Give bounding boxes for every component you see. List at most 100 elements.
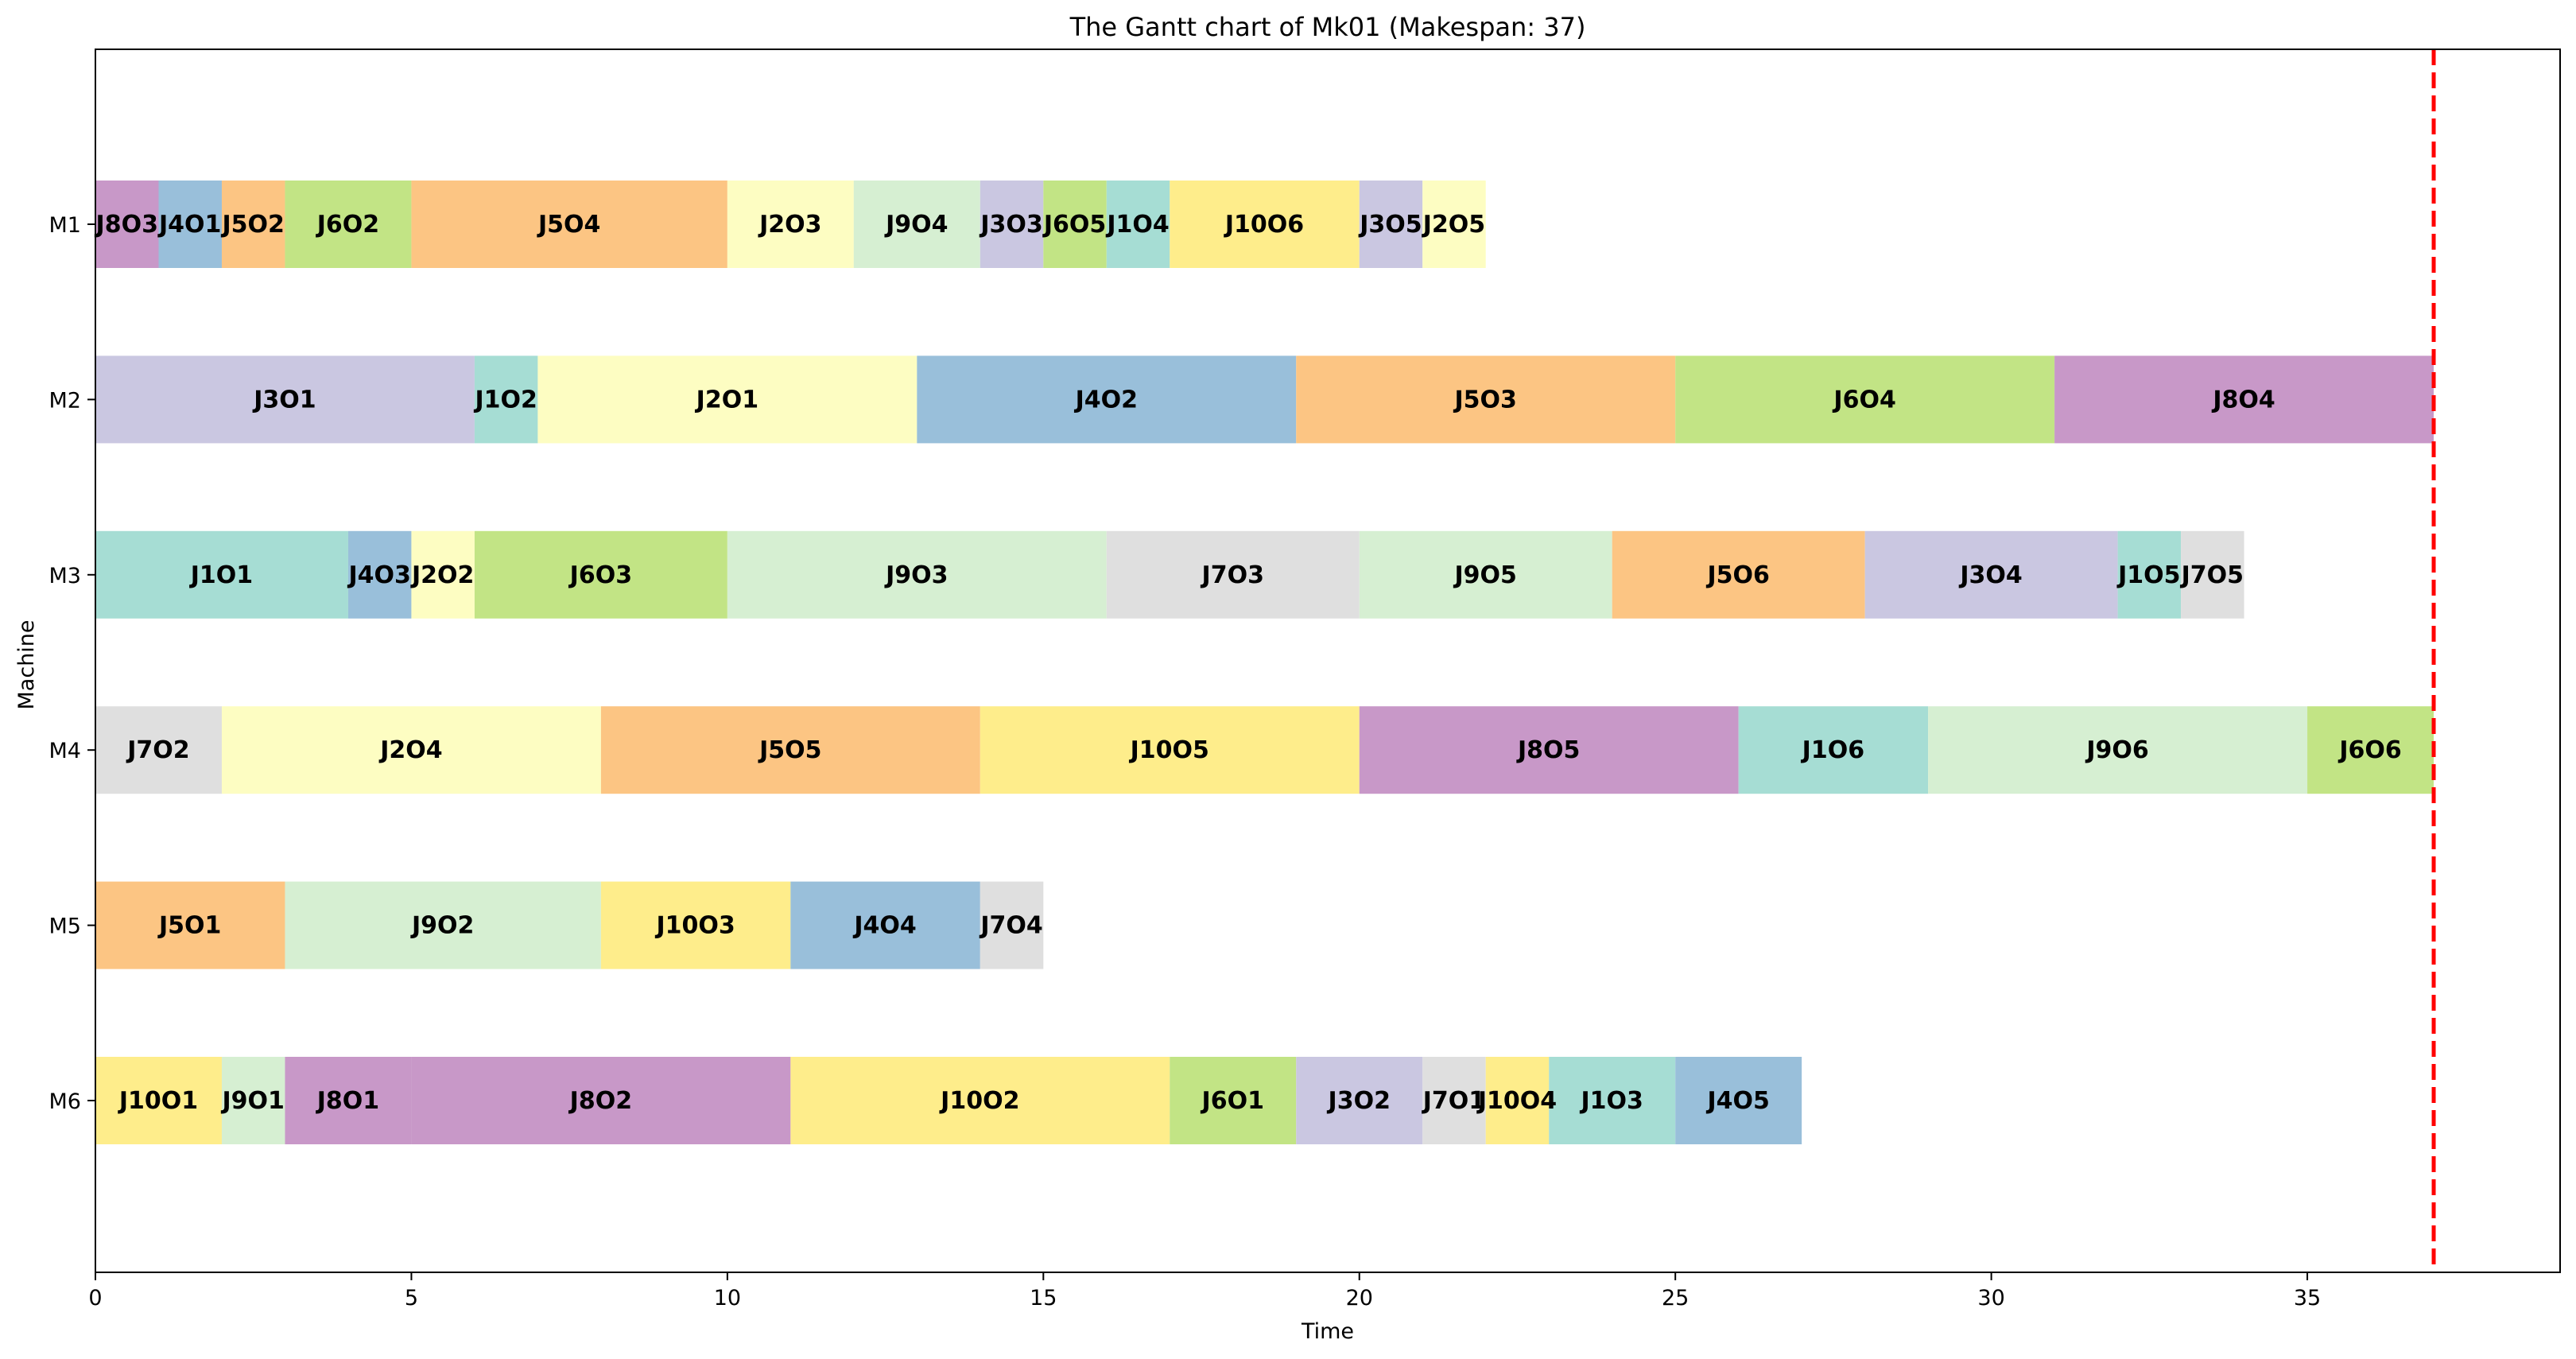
gantt-bar-label: J2O4 <box>378 736 442 764</box>
gantt-bar-m6-j10o2 <box>790 1057 1170 1144</box>
gantt-bar-label: J2O2 <box>410 561 474 589</box>
gantt-bar-m6-j1o3 <box>1549 1057 1676 1144</box>
x-tick-label: 0 <box>88 1286 102 1310</box>
gantt-bar-m3-j1o1 <box>95 530 348 619</box>
gantt-bar-m6-j9o1 <box>221 1057 285 1144</box>
gantt-bar-m3-j3o4 <box>1864 530 2118 619</box>
gantt-bar-label: J8O3 <box>95 211 158 239</box>
gantt-bar-label: J9O3 <box>884 561 948 589</box>
gantt-bar-m4-j2o4 <box>221 706 601 794</box>
gantt-bar-label: J5O2 <box>221 211 285 239</box>
gantt-bar-label: J9O4 <box>884 211 948 239</box>
gantt-bar-m5-j7o4 <box>980 881 1044 969</box>
gantt-bar-m1-j6o5 <box>1043 181 1107 268</box>
x-tick-label: 20 <box>1346 1286 1373 1310</box>
y-tick-label-m2: M2 <box>49 388 81 413</box>
gantt-bar-m1-j8o3 <box>95 181 159 268</box>
gantt-bar-m1-j10o6 <box>1170 181 1360 268</box>
gantt-bar-m3-j9o3 <box>727 530 1107 619</box>
gantt-bar-m3-j2o2 <box>411 530 475 619</box>
gantt-bar-label: J8O1 <box>316 1087 379 1115</box>
gantt-bar-label: J9O1 <box>221 1087 285 1115</box>
gantt-bar-label: J1O5 <box>2116 561 2180 589</box>
gantt-bar-label: J3O5 <box>1358 211 1422 239</box>
chart-title: The Gantt chart of Mk01 (Makespan: 37) <box>1069 12 1586 42</box>
gantt-bar-m1-j2o3 <box>727 181 854 268</box>
gantt-bar-label: J6O1 <box>1201 1087 1264 1115</box>
gantt-bar-m5-j9o2 <box>285 881 601 969</box>
bars-layer <box>95 181 2434 1144</box>
x-tick-label: 30 <box>1977 1286 2004 1310</box>
gantt-bar-m1-j1o4 <box>1106 181 1170 268</box>
gantt-bar-m4-j1o6 <box>1738 706 1929 794</box>
gantt-bar-m4-j9o6 <box>1928 706 2308 794</box>
gantt-bar-label: J6O4 <box>1832 386 1895 414</box>
gantt-bar-label: J6O2 <box>316 211 379 239</box>
gantt-bar-m6-j8o2 <box>411 1057 791 1144</box>
gantt-bar-label: J7O5 <box>2180 561 2244 589</box>
gantt-bar-label: J7O1 <box>1422 1087 1485 1115</box>
gantt-bar-label: J6O5 <box>1042 211 1106 239</box>
gantt-bar-m1-j6o2 <box>285 181 412 268</box>
gantt-bar-label: J10O3 <box>654 912 735 940</box>
gantt-bar-label: J1O2 <box>473 386 537 414</box>
gantt-bar-label: J6O6 <box>2337 736 2401 764</box>
x-axis: 0 5 10 15 20 25 30 35 <box>88 1272 2321 1310</box>
y-tick-label-m1: M1 <box>49 213 81 238</box>
gantt-bar-m2-j4o2 <box>917 355 1297 444</box>
gantt-bar-m5-j10o3 <box>600 881 791 969</box>
x-tick-label: 15 <box>1030 1286 1057 1310</box>
gantt-bar-label: J5O1 <box>157 912 221 940</box>
gantt-bar-label: J3O1 <box>252 386 316 414</box>
gantt-bar-m1-j5o4 <box>411 181 727 268</box>
gantt-bar-m3-j5o6 <box>1612 530 1865 619</box>
gantt-bar-label: J3O4 <box>1958 561 2022 589</box>
plot-frame <box>95 49 2561 1273</box>
gantt-bar-m3-j6o3 <box>474 530 727 619</box>
gantt-bar-m1-j9o4 <box>853 181 980 268</box>
gantt-bar-m2-j1o2 <box>474 355 538 444</box>
gantt-bar-label: J4O4 <box>852 912 916 940</box>
gantt-bar-m5-j4o4 <box>790 881 980 969</box>
gantt-bar-m1-j4o1 <box>158 181 222 268</box>
gantt-bar-label: J6O3 <box>568 561 632 589</box>
gantt-bar-label: J4O2 <box>1074 386 1138 414</box>
x-axis-title: Time <box>1301 1319 1354 1344</box>
gantt-bar-label: J3O3 <box>979 211 1042 239</box>
y-tick-label-m5: M5 <box>49 914 81 939</box>
gantt-bar-label: J9O2 <box>410 912 474 940</box>
gantt-bar-m2-j3o1 <box>95 355 475 444</box>
gantt-bar-label: J1O4 <box>1105 211 1169 239</box>
gantt-bar-label: J10O5 <box>1129 736 1209 764</box>
gantt-bar-label: J8O2 <box>568 1087 632 1115</box>
gantt-bar-m3-j4o3 <box>347 530 412 619</box>
gantt-bar-label: J10O2 <box>939 1087 1019 1115</box>
gantt-bar-m2-j6o4 <box>1675 355 2055 444</box>
gantt-bar-m2-j5o3 <box>1296 355 1676 444</box>
gantt-bar-m2-j8o4 <box>2054 355 2434 444</box>
gantt-bar-m1-j5o2 <box>221 181 285 268</box>
gantt-bar-m4-j5o5 <box>600 706 980 794</box>
y-tick-label-m3: M3 <box>49 564 81 588</box>
gantt-bar-m6-j10o4 <box>1485 1057 1550 1144</box>
gantt-bar-label: J5O6 <box>1705 561 1769 589</box>
gantt-bar-m5-j5o1 <box>95 881 285 969</box>
bar-labels-layer: J8O3 J4O1 J5O2 J6O2 J5O4 J2O3 J9O4 J3O3 J6O5 J1O4… <box>95 211 2402 1115</box>
x-tick-label: 35 <box>2294 1286 2321 1310</box>
gantt-bar-label: J9O5 <box>1453 561 1517 589</box>
gantt-bar-label: J10O1 <box>118 1087 198 1115</box>
gantt-bar-m6-j8o1 <box>285 1057 412 1144</box>
x-tick-label: 5 <box>405 1286 418 1310</box>
gantt-bar-label: J2O5 <box>1422 211 1485 239</box>
gantt-bar-m4-j7o2 <box>95 706 222 794</box>
y-axis: M1 M2 M3 M4 M5 M6 <box>49 213 95 1114</box>
gantt-bar-label: J1O6 <box>1801 736 1864 764</box>
gantt-bar-label: J8O5 <box>1516 736 1580 764</box>
gantt-bar-label: J7O3 <box>1201 561 1264 589</box>
gantt-bar-label: J2O3 <box>758 211 821 239</box>
gantt-bar-label: J5O3 <box>1453 386 1517 414</box>
gantt-bar-label: J1O1 <box>189 561 253 589</box>
gantt-bar-m6-j10o1 <box>95 1057 222 1144</box>
y-tick-label-m6: M6 <box>49 1089 81 1114</box>
